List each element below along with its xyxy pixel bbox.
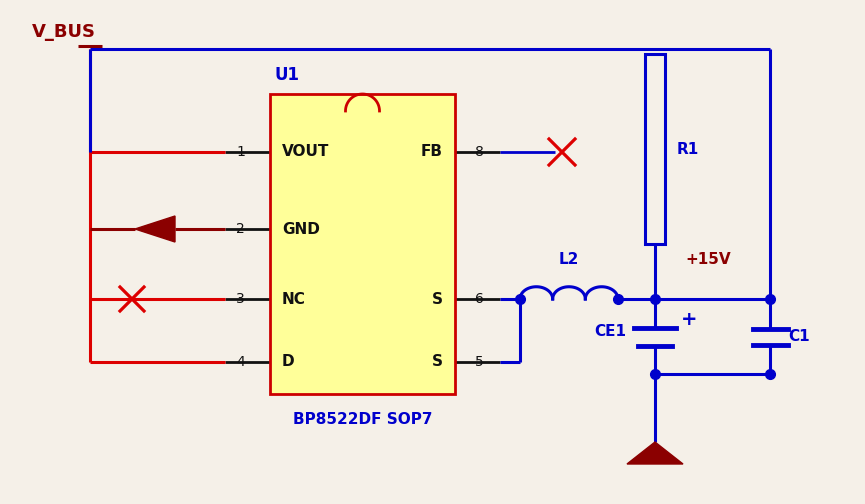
- Text: CE1: CE1: [594, 324, 626, 339]
- Text: 1: 1: [236, 145, 245, 159]
- Bar: [270, 94, 455, 394]
- Polygon shape: [135, 216, 175, 242]
- Text: 3: 3: [236, 292, 245, 306]
- Text: 2: 2: [236, 222, 245, 236]
- Bar: [645, 54, 665, 244]
- Text: L2: L2: [559, 252, 580, 267]
- Text: VOUT: VOUT: [282, 145, 330, 159]
- Text: +15V: +15V: [685, 252, 731, 267]
- Text: FB: FB: [421, 145, 443, 159]
- Text: BP8522DF SOP7: BP8522DF SOP7: [292, 412, 432, 427]
- Text: U1: U1: [275, 66, 300, 84]
- Text: D: D: [282, 354, 295, 369]
- Polygon shape: [627, 442, 683, 464]
- Text: R1: R1: [677, 142, 699, 157]
- Text: V_BUS: V_BUS: [32, 23, 96, 41]
- Text: C1: C1: [788, 329, 810, 344]
- Text: 8: 8: [475, 145, 484, 159]
- Text: S: S: [432, 354, 443, 369]
- Text: +: +: [681, 310, 697, 329]
- Text: 6: 6: [475, 292, 484, 306]
- Text: 5: 5: [475, 355, 484, 369]
- Text: 4: 4: [236, 355, 245, 369]
- Text: S: S: [432, 291, 443, 306]
- Text: NC: NC: [282, 291, 306, 306]
- Text: GND: GND: [282, 221, 320, 236]
